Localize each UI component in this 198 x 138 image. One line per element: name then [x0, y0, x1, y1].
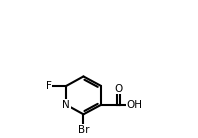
Text: F: F — [46, 81, 52, 91]
Text: O: O — [114, 84, 123, 94]
Text: Br: Br — [78, 125, 89, 135]
Text: OH: OH — [127, 100, 143, 110]
Text: N: N — [62, 100, 70, 110]
